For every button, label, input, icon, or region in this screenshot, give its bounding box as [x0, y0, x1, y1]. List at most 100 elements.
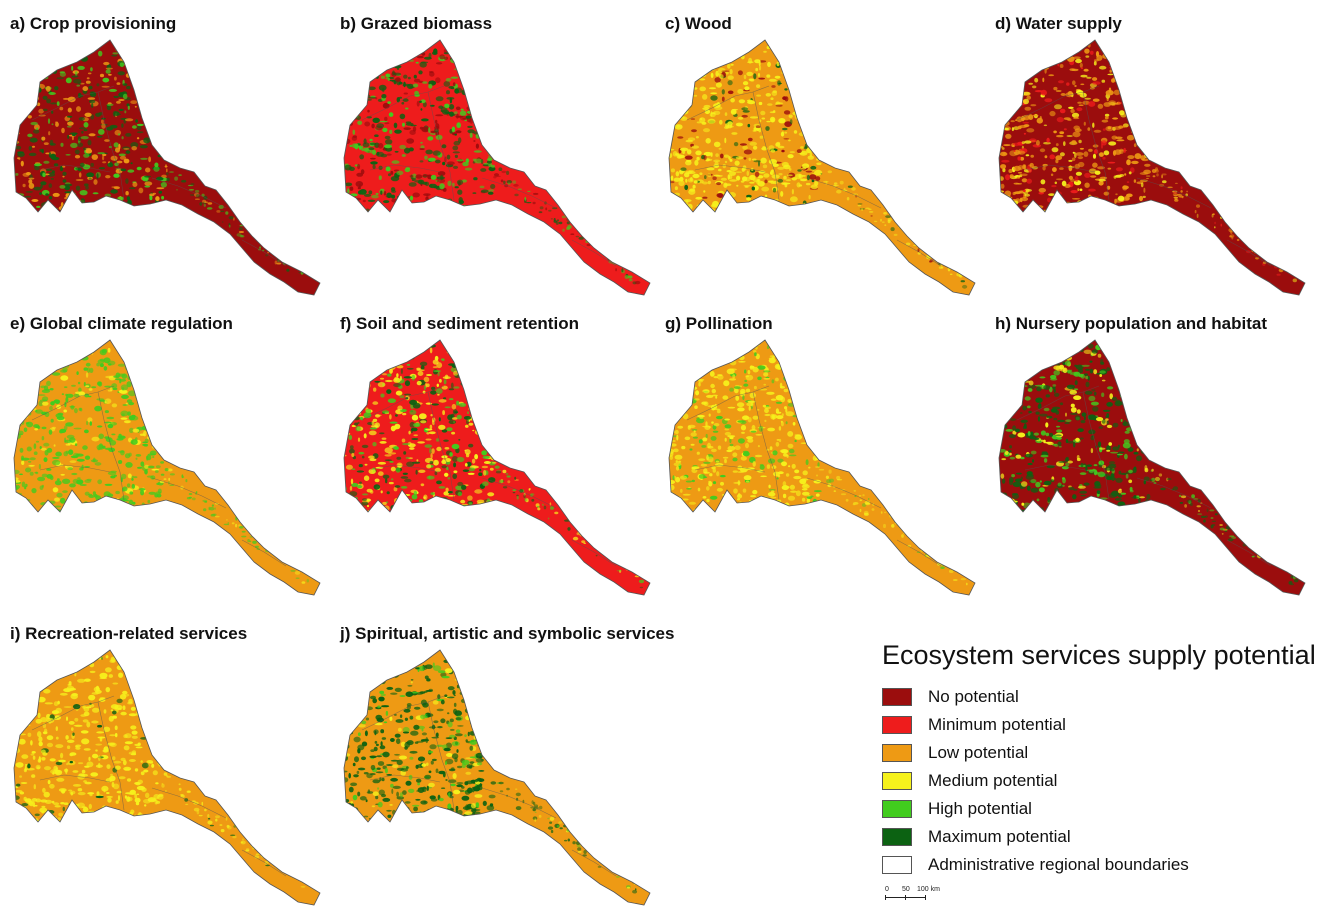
raster-patch — [433, 370, 442, 372]
raster-patch — [117, 819, 125, 822]
raster-patch — [784, 406, 788, 410]
raster-patch — [25, 101, 29, 107]
raster-patch — [712, 468, 716, 473]
raster-patch — [500, 179, 504, 183]
raster-patch — [447, 495, 456, 497]
raster-patch — [79, 505, 83, 510]
raster-patch — [1109, 69, 1112, 73]
raster-patch — [462, 161, 469, 167]
raster-patch — [482, 379, 487, 384]
raster-patch — [74, 443, 78, 446]
raster-patch — [1133, 354, 1139, 360]
raster-patch — [344, 509, 349, 513]
raster-patch — [1178, 494, 1182, 498]
raster-patch — [64, 465, 68, 468]
raster-patch — [685, 480, 692, 483]
raster-patch — [762, 146, 766, 149]
raster-patch — [626, 261, 630, 264]
raster-patch — [14, 43, 18, 48]
raster-patch — [386, 192, 392, 199]
raster-patch — [1155, 476, 1160, 482]
raster-patch — [107, 797, 112, 803]
raster-patch — [710, 383, 715, 389]
map-panel-b: b) Grazed biomass — [332, 0, 657, 300]
raster-patch — [37, 45, 47, 51]
raster-patch — [382, 474, 390, 479]
raster-patch — [1085, 375, 1089, 380]
raster-patch — [801, 484, 810, 489]
raster-patch — [1094, 206, 1102, 210]
raster-patch — [144, 357, 147, 362]
raster-patch — [777, 471, 784, 475]
raster-patch — [738, 99, 746, 104]
raster-patch — [15, 412, 21, 415]
raster-patch — [1064, 421, 1070, 425]
raster-patch — [1015, 53, 1021, 57]
raster-patch — [1031, 358, 1040, 364]
raster-patch — [344, 193, 349, 197]
raster-patch — [676, 434, 679, 441]
raster-patch — [789, 151, 795, 154]
raster-patch — [1142, 59, 1147, 62]
raster-patch — [669, 117, 675, 121]
raster-patch — [1070, 108, 1075, 114]
raster-patch — [160, 116, 165, 120]
raster-patch — [68, 789, 73, 792]
raster-patch — [1059, 108, 1066, 114]
raster-patch — [351, 143, 357, 148]
raster-patch — [813, 100, 816, 105]
raster-patch — [1114, 371, 1120, 375]
raster-patch — [35, 51, 39, 57]
raster-patch — [754, 454, 763, 458]
raster-patch — [778, 353, 786, 357]
raster-patch — [468, 502, 473, 505]
raster-patch — [1231, 236, 1234, 240]
raster-patch — [731, 132, 738, 135]
raster-patch — [1214, 221, 1217, 225]
raster-patch — [1143, 433, 1152, 437]
raster-patch — [1043, 407, 1050, 412]
raster-patch — [572, 520, 576, 523]
raster-patch — [1063, 141, 1066, 147]
raster-patch — [67, 125, 72, 128]
raster-patch — [344, 432, 351, 436]
raster-patch — [833, 182, 838, 185]
raster-patch — [494, 465, 500, 469]
raster-patch — [452, 417, 458, 420]
raster-patch — [121, 658, 129, 664]
raster-patch — [1167, 186, 1173, 189]
raster-patch — [747, 123, 751, 128]
raster-patch — [357, 163, 361, 170]
raster-patch — [1074, 364, 1078, 367]
raster-patch — [63, 409, 67, 413]
raster-patch — [538, 211, 543, 214]
raster-patch — [390, 478, 394, 481]
raster-patch — [1079, 472, 1087, 475]
raster-patch — [60, 142, 64, 147]
raster-patch — [430, 174, 437, 180]
raster-patch — [671, 397, 678, 403]
raster-patch — [96, 656, 99, 659]
raster-patch — [1044, 98, 1053, 103]
raster-patch — [471, 102, 476, 106]
raster-patch — [100, 755, 109, 760]
raster-patch — [1078, 161, 1085, 168]
raster-patch — [814, 355, 821, 360]
raster-patch — [409, 195, 414, 201]
raster-patch — [689, 69, 693, 74]
raster-patch — [359, 375, 367, 378]
raster-patch — [209, 506, 215, 511]
raster-patch — [698, 458, 706, 461]
raster-patch — [903, 528, 905, 532]
raster-patch — [703, 151, 712, 157]
raster-patch — [403, 508, 407, 513]
raster-patch — [1014, 93, 1017, 99]
raster-patch — [1071, 371, 1079, 376]
raster-patch — [346, 83, 353, 86]
raster-patch — [675, 401, 678, 407]
raster-patch — [512, 489, 517, 492]
raster-patch — [390, 176, 400, 182]
region-outline — [668, 39, 976, 296]
raster-patch — [799, 87, 804, 93]
raster-patch — [800, 146, 804, 149]
